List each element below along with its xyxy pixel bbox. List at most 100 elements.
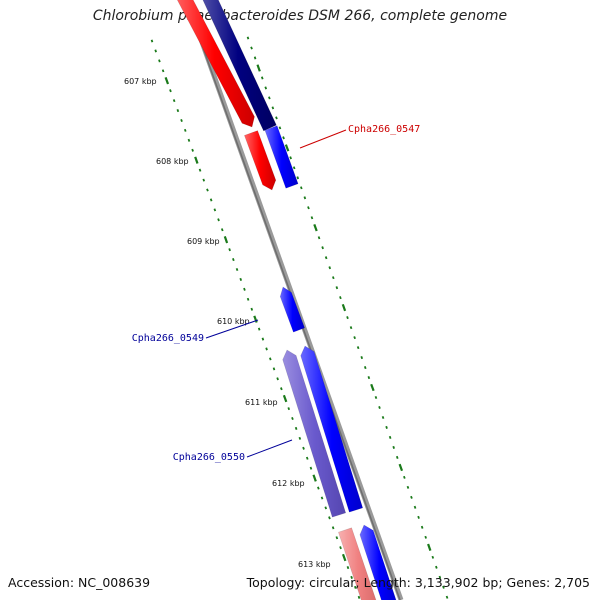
inner-tick-mark [280, 387, 283, 391]
outer-tick-mark [374, 395, 378, 400]
inner-tick-mark [276, 377, 279, 381]
outer-tick-mark [335, 286, 339, 290]
gene-track [174, 0, 399, 600]
outer-tick-mark [388, 435, 392, 440]
outer-tick-mark [442, 585, 445, 589]
inner-tick-mark [191, 148, 194, 152]
gene-blue-big[interactable] [300, 345, 364, 513]
outer-tick-mark [427, 543, 432, 551]
outer-tick-mark [341, 303, 347, 312]
outer-tick-mark [264, 86, 268, 90]
outer-tick-mark [317, 236, 321, 240]
inner-tick-mark [253, 315, 258, 323]
gene-label-0547[interactable]: Cpha266_0547 [348, 124, 420, 135]
outer-tick-mark [250, 46, 253, 50]
tick-label-607: 607 kbp [124, 77, 157, 86]
outer-tick-mark [310, 216, 314, 220]
outer-tick-mark [356, 346, 360, 350]
gene-red-a[interactable] [174, 0, 255, 128]
inner-tick-mark [302, 446, 305, 450]
gene-callout-0549[interactable]: Cpha266_0549 [132, 319, 259, 344]
inner-tick-mark [287, 407, 291, 411]
inner-tick-mark [357, 595, 361, 599]
outer-tick-mark [367, 375, 371, 380]
gene-pink[interactable] [338, 527, 378, 600]
outer-tick-mark [346, 316, 349, 320]
inner-tick-mark [187, 138, 191, 142]
gene-red-b[interactable] [244, 130, 277, 191]
outer-tick-mark [256, 64, 261, 72]
inner-tick-mark [320, 496, 324, 500]
outer-tick-mark [321, 246, 324, 250]
inner-tick-mark [169, 89, 172, 93]
inner-tick-mark [235, 267, 239, 272]
outer-tick-mark [420, 525, 424, 529]
inner-tick-mark [291, 416, 294, 421]
outer-tick-mark [284, 144, 290, 152]
inner-tick-mark [206, 188, 209, 192]
outer-tick-mark [324, 256, 328, 260]
outer-tick-mark [296, 176, 300, 180]
outer-tick-mark [349, 326, 353, 330]
accession-text: Accession: NC_008639 [8, 575, 151, 590]
gene-blue-a[interactable] [264, 125, 299, 189]
inner-tick-mark [324, 506, 328, 510]
inner-tick-mark [346, 565, 350, 570]
inner-tick-mark [294, 426, 298, 431]
tick-label-611: 611 kbp [245, 398, 278, 407]
gene-slate-0550[interactable] [282, 349, 347, 518]
outer-tick-mark [282, 136, 285, 140]
gene-callout-0550[interactable]: Cpha266_0550 [173, 439, 293, 463]
gene-callout-0547[interactable]: Cpha266_0547 [299, 124, 420, 149]
gene-label-0550[interactable]: Cpha266_0550 [173, 452, 245, 463]
tick-label-608: 608 kbp [156, 157, 189, 166]
inner-tick-mark [298, 436, 302, 440]
inner-tick-mark [217, 218, 220, 222]
outer-tick-mark [275, 116, 278, 120]
tick-label-610: 610 kbp [217, 317, 250, 326]
outer-tick-mark [303, 196, 307, 200]
outer-tick-mark [260, 76, 264, 80]
inner-tick-mark [282, 394, 288, 403]
gene-navy[interactable] [200, 0, 277, 132]
inner-tick-mark [305, 456, 309, 460]
outer-tick-mark [385, 425, 388, 429]
inner-tick-mark [164, 77, 170, 85]
outer-tick-mark [413, 505, 417, 509]
inner-tick-mark [213, 208, 217, 212]
outer-tick-mark [410, 495, 413, 499]
inner-tick-mark [309, 466, 313, 470]
inner-tick-mark [198, 168, 202, 172]
outer-tick-mark [398, 463, 404, 472]
inner-tick-mark [317, 486, 320, 490]
gene-blue-0549[interactable] [279, 286, 305, 333]
outer-tick-mark [313, 224, 318, 232]
gene-blue-c[interactable] [359, 524, 399, 600]
inner-tick-mark [354, 585, 357, 589]
outer-tick-mark [307, 206, 310, 210]
outer-tick-mark [278, 126, 282, 130]
inner-tick-mark [223, 236, 229, 244]
inner-tick-mark [312, 474, 317, 482]
outer-tick-mark [403, 475, 406, 479]
inner-tick-mark [232, 257, 235, 262]
inner-tick-mark [250, 307, 254, 311]
inner-tick-mark [202, 178, 206, 182]
inner-tick-track [150, 39, 361, 599]
outer-tick-mark [289, 156, 292, 160]
inner-tick-mark [269, 357, 272, 361]
inner-tick-mark [176, 108, 180, 113]
outer-tick-mark [292, 166, 296, 170]
inner-tick-mark [328, 516, 331, 520]
genome-summary-text: Topology: circular; Length: 3,133,902 bp… [246, 575, 590, 590]
inner-tick-mark [220, 228, 224, 232]
outer-tick-mark [417, 515, 420, 519]
gene-label-0549[interactable]: Cpha266_0549 [132, 333, 204, 344]
outer-tick-mark [381, 415, 385, 420]
outer-tick-mark [370, 383, 375, 392]
outer-tick-mark [268, 96, 271, 100]
inner-tick-mark [339, 546, 342, 550]
tick-label-group: 607 kbp 608 kbp 609 kbp 610 kbp 611 kbp … [124, 77, 331, 569]
inner-tick-mark [246, 297, 250, 301]
